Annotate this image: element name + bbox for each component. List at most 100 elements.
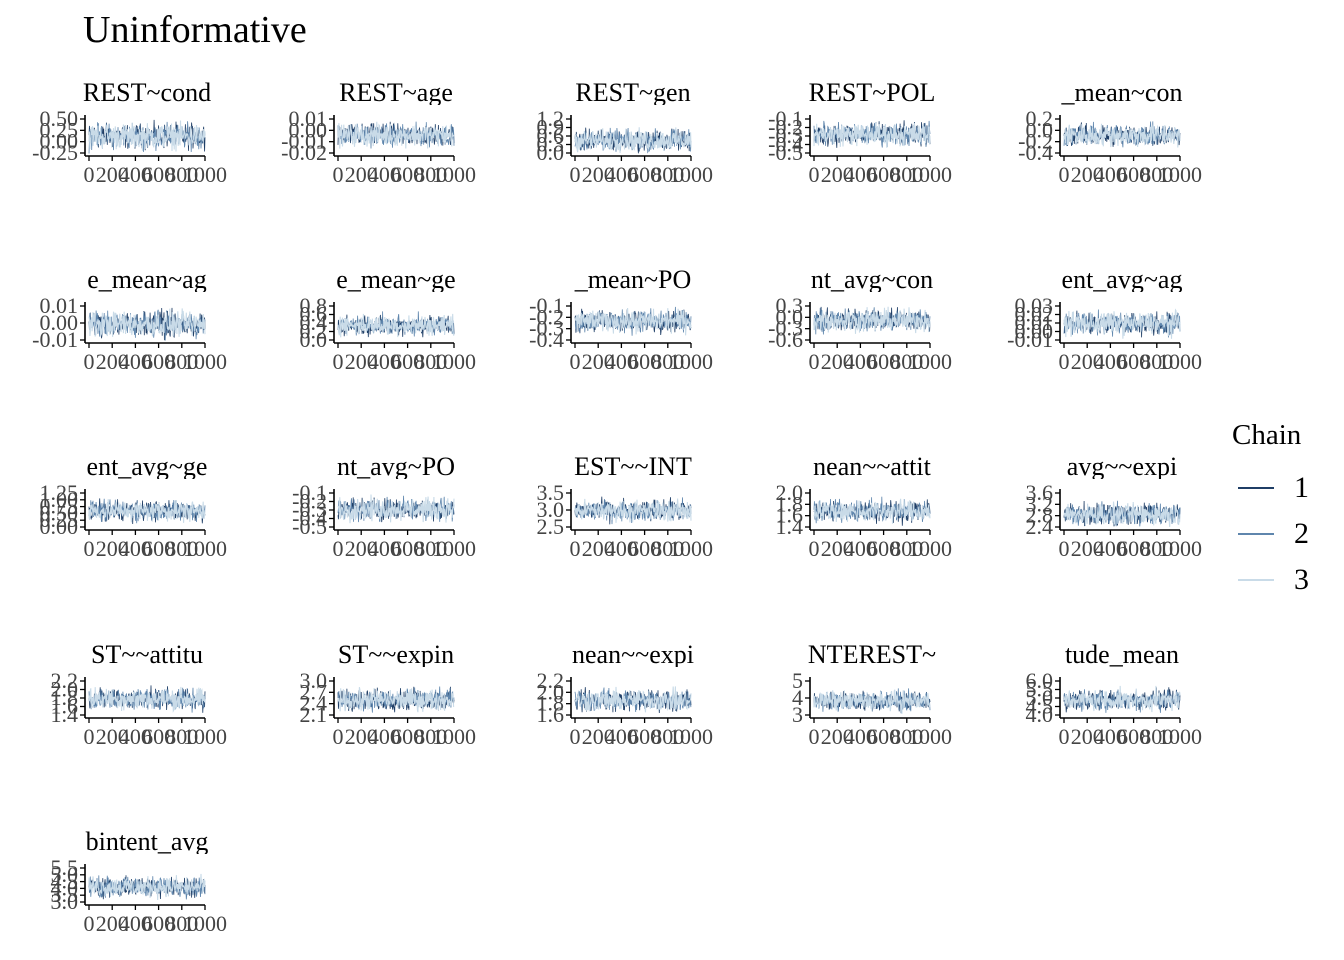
x-tick-label: 800 xyxy=(165,162,198,187)
x-tick-label: 200 xyxy=(821,162,854,187)
x-tick-label: 600 xyxy=(867,724,900,749)
x-tick-label: 1000 xyxy=(432,162,476,187)
x-tick-label: 0 xyxy=(333,162,344,187)
x-tick-label: 600 xyxy=(628,349,661,374)
x-tick-label: 800 xyxy=(414,162,447,187)
x-tick-label: 800 xyxy=(651,162,684,187)
facet-strip-label: REST~POL xyxy=(809,78,936,107)
facet-strip-label: e_mean~ag xyxy=(87,265,206,294)
x-tick-label: 400 xyxy=(368,162,401,187)
x-tick-label: 1000 xyxy=(183,349,227,374)
trace-chain-3 xyxy=(337,494,455,524)
facet-panel: bintent_avg 5.55.04.54.03.53.00 2004006008… xyxy=(51,827,228,936)
x-tick-label: 600 xyxy=(628,536,661,561)
x-tick-label: 0 xyxy=(333,724,344,749)
y-tick-label: 2.4 xyxy=(1026,514,1054,539)
y-tick-label: 3.6 xyxy=(1026,480,1054,505)
legend-label-chain-1: 1 xyxy=(1294,471,1309,504)
facet-panel: nt_avg~PO -0.1-0.2-0.3-0.4-0.50 2004006008… xyxy=(292,452,476,561)
legend-item-chain-2: 2 xyxy=(1232,514,1342,554)
y-tick-label: -0.2 xyxy=(529,304,564,329)
facet-strip-label: _mean~PO xyxy=(574,265,692,294)
y-tick-label: 0.25 xyxy=(40,117,79,142)
y-tick-label: 0.00 xyxy=(40,310,79,335)
y-tick-label: 0.6 xyxy=(537,123,565,148)
trace-chain-3 xyxy=(88,686,206,713)
y-tick-label: -0.1 xyxy=(292,480,327,505)
x-tick-label: 800 xyxy=(1140,162,1173,187)
x-tick-label: 1000 xyxy=(183,536,227,561)
x-tick-label: 1000 xyxy=(1158,536,1202,561)
y-tick-label: 1.25 xyxy=(40,480,79,505)
y-tick-label: -0.4 xyxy=(768,132,803,157)
y-tick-label: 0.01 xyxy=(289,106,328,131)
x-tick-label: 1000 xyxy=(183,724,227,749)
x-tick-label: 0 xyxy=(1059,724,1070,749)
trace-chain-3 xyxy=(813,498,931,524)
y-tick-label: 0.3 xyxy=(537,132,565,157)
y-tick-label: 0.00 xyxy=(1015,319,1054,344)
x-tick-label: 400 xyxy=(844,536,877,561)
legend-key-chain-2 xyxy=(1238,533,1274,535)
y-tick-label: 0.9 xyxy=(537,115,565,140)
x-tick-label: 600 xyxy=(391,536,424,561)
facet-strip-label: NTEREST~ xyxy=(808,640,936,669)
y-tick-label: -0.3 xyxy=(529,316,564,341)
y-tick-label: -0.4 xyxy=(292,506,327,531)
y-tick-label: 0.2 xyxy=(300,319,328,344)
y-tick-label: -0.01 xyxy=(281,129,327,154)
trace-chain-3 xyxy=(1063,123,1181,148)
trace-chain-3 xyxy=(88,873,206,901)
x-tick-label: 200 xyxy=(582,724,615,749)
x-tick-label: 0 xyxy=(809,162,820,187)
x-tick-label: 600 xyxy=(628,724,661,749)
x-tick-label: 400 xyxy=(1094,724,1127,749)
legend-label-chain-3: 3 xyxy=(1294,563,1309,596)
x-tick-label: 800 xyxy=(890,724,923,749)
y-tick-label: 2.0 xyxy=(51,677,79,702)
x-tick-label: 400 xyxy=(368,724,401,749)
y-tick-label: 5.5 xyxy=(1026,677,1054,702)
x-tick-label: 800 xyxy=(1140,536,1173,561)
y-tick-label: 3.0 xyxy=(537,497,565,522)
facet-strip-label: ent_avg~ag xyxy=(1062,265,1183,294)
y-tick-label: 0.01 xyxy=(1015,310,1054,335)
x-tick-label: 400 xyxy=(1094,162,1127,187)
y-tick-label: 3 xyxy=(792,702,803,727)
y-tick-label: 1.4 xyxy=(51,702,79,727)
x-tick-label: 1000 xyxy=(432,724,476,749)
y-tick-label: 2.8 xyxy=(1026,503,1054,528)
y-tick-label: 0.75 xyxy=(40,494,79,519)
y-tick-label: -0.3 xyxy=(292,497,327,522)
y-tick-label: -0.1 xyxy=(529,293,564,318)
x-tick-label: 600 xyxy=(867,162,900,187)
y-tick-label: 0.0 xyxy=(537,140,565,165)
x-tick-label: 1000 xyxy=(183,162,227,187)
x-tick-label: 200 xyxy=(96,349,129,374)
trace-chain-3 xyxy=(574,307,692,336)
x-tick-label: 200 xyxy=(96,536,129,561)
x-tick-label: 200 xyxy=(96,911,129,936)
x-tick-label: 800 xyxy=(890,162,923,187)
x-tick-label: 200 xyxy=(345,349,378,374)
y-tick-label: 0.00 xyxy=(40,129,79,154)
y-tick-label: -0.25 xyxy=(32,140,78,165)
legend: Chain 1 2 3 xyxy=(1232,418,1342,608)
x-tick-label: 200 xyxy=(821,536,854,561)
y-tick-label: 5.0 xyxy=(51,862,79,887)
trace-chain-3 xyxy=(88,120,206,152)
x-tick-label: 800 xyxy=(165,349,198,374)
x-tick-label: 0 xyxy=(84,162,95,187)
facet-strip-label: bintent_avg xyxy=(86,827,209,856)
x-tick-label: 200 xyxy=(345,724,378,749)
y-tick-label: -0.01 xyxy=(32,327,78,352)
trace-chain-3 xyxy=(1063,501,1181,527)
x-tick-label: 1000 xyxy=(908,162,952,187)
facet-panel: e_mean~ge 0.80.60.40.20.00 200400600800100… xyxy=(300,265,477,374)
facet-panel: ent_avg~ge 1.251.000.750.500.250.000 20040… xyxy=(40,452,228,561)
x-tick-label: 800 xyxy=(651,724,684,749)
